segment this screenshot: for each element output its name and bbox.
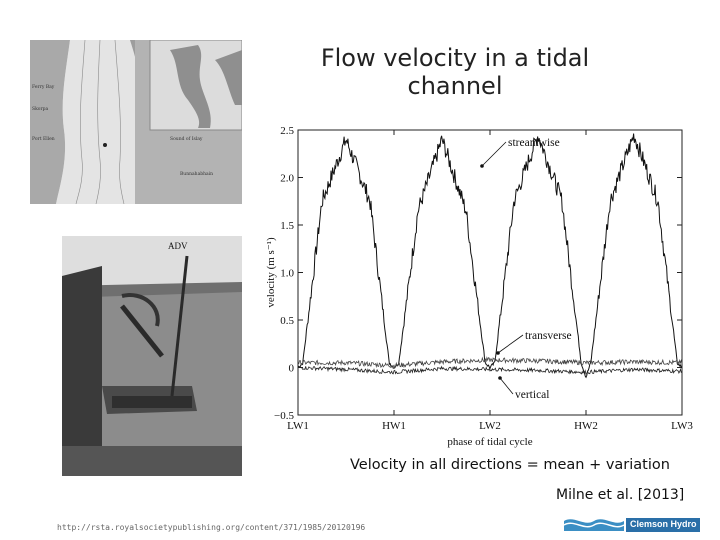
photo-graphic — [62, 236, 242, 476]
source-url[interactable]: http://rsta.royalsocietypublishing.org/c… — [57, 523, 366, 532]
series-annotation: transverse — [525, 330, 572, 342]
adv-photo: ADV — [62, 236, 242, 476]
chart-series — [297, 133, 683, 379]
chart-labels: phase of tidal cycle velocity (m s⁻¹) stre… — [265, 137, 572, 448]
x-tick-label: HW1 — [382, 420, 406, 432]
x-axis-label: phase of tidal cycle — [447, 436, 532, 448]
adv-label: ADV — [168, 241, 188, 251]
annotation-arrowhead — [498, 376, 502, 380]
map-label: Ferry Bay — [32, 84, 55, 90]
x-tick-label: LW1 — [287, 420, 309, 432]
logo-wave-icon — [563, 518, 700, 532]
plot-frame — [297, 129, 683, 416]
series-annotation: vertical — [515, 389, 549, 401]
series-annotation: streamwise — [508, 137, 560, 149]
x-tick-label: HW2 — [574, 420, 598, 432]
annotation-arrowhead — [496, 351, 500, 355]
y-axis-label: velocity (m s⁻¹) — [265, 237, 277, 308]
annotation-arrow — [481, 141, 507, 167]
channel-map: Ferry Bay Skorpa Sound of Islay Port Ell… — [30, 40, 242, 204]
series-line-vertical — [297, 365, 683, 375]
y-tick-label: −0.5 — [274, 410, 294, 422]
slide-caption: Velocity in all directions = mean + vari… — [350, 457, 670, 473]
velocity-chart: −0.5 0 0.5 1.0 1.5 2.0 2.5 LW1 HW1 LW2 HW2 LW3 phas… — [265, 125, 693, 448]
annotation-arrow — [499, 377, 514, 395]
site-marker-icon — [103, 143, 107, 147]
x-tick-label: LW3 — [671, 420, 693, 432]
y-tick-label: 1.5 — [280, 220, 294, 232]
x-tick-label: LW2 — [479, 420, 501, 432]
map-label: Skorpa — [32, 106, 49, 112]
map-graphic: Ferry Bay Skorpa Sound of Islay Port Ell… — [30, 40, 242, 204]
y-tick-label: 1.0 — [280, 268, 294, 280]
y-tick-label: 0.5 — [280, 315, 294, 327]
series-line-transverse — [297, 356, 683, 369]
series-line-streamwise — [297, 133, 683, 379]
map-label: Sound of Islay — [170, 136, 203, 142]
map-label: Bunnahabhain — [180, 171, 213, 177]
y-tick-label: 2.0 — [280, 173, 294, 185]
map-label: Port Ellen — [32, 136, 55, 142]
logo-text: Clemson Hydro — [630, 519, 697, 529]
annotation-arrowhead — [480, 164, 484, 168]
citation: Milne et al. [2013] — [556, 487, 685, 503]
slide-title: Flow velocity in a tidal channel — [320, 44, 590, 100]
clemson-hydro-logo: Clemson Hydro — [562, 515, 702, 535]
y-tick-label: 0 — [289, 363, 295, 375]
annotation-arrow — [497, 334, 524, 354]
y-tick-label: 2.5 — [280, 125, 294, 137]
chart-axes: −0.5 0 0.5 1.0 1.5 2.0 2.5 LW1 HW1 LW2 HW2 LW3 — [274, 125, 693, 432]
